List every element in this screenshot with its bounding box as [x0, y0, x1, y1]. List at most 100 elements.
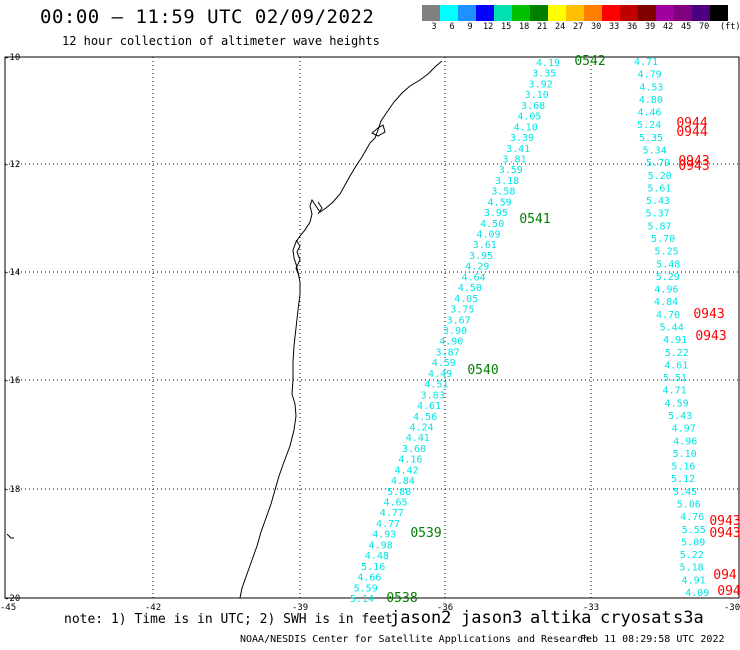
- swh-value: 3.60: [402, 444, 426, 455]
- pass-time-labels: 0542054105400539053809440944094309430943…: [386, 54, 740, 606]
- swh-value: 5.51: [663, 373, 687, 384]
- coastline: [239, 60, 443, 599]
- swh-value: 3.95: [484, 208, 508, 219]
- swh-value: 4.59: [665, 398, 689, 409]
- color-level-label: 45: [681, 22, 692, 32]
- color-level-label: 15: [501, 22, 512, 32]
- swh-value: 4.19: [536, 58, 560, 69]
- cryosat-track: 4.71 4.794.53 4.80 4.465.24 5.35 5.345.79 5.20…: [634, 57, 709, 599]
- swh-value: 3.81: [502, 155, 526, 166]
- map-subtitle: 12 hour collection of altimeter wave hei…: [62, 34, 380, 48]
- color-level-label: 36: [627, 22, 638, 32]
- swh-value: 5.24: [637, 120, 661, 131]
- swh-value: 5.12: [671, 474, 695, 485]
- color-level-label: 70: [699, 22, 710, 32]
- swh-value: 3.95: [469, 251, 493, 262]
- color-swatch: [620, 5, 638, 21]
- color-swatch: [656, 5, 674, 21]
- swh-value: 4.91: [663, 335, 687, 346]
- lon-label: -33: [583, 603, 599, 613]
- cryosat-pass-time: 0943: [709, 514, 740, 529]
- swh-value: 4.98: [369, 540, 393, 551]
- cryosat-pass-time: 0943: [709, 526, 740, 541]
- legend-s3a: s3a: [673, 608, 704, 628]
- jason3-pass-time: 0541: [519, 212, 550, 227]
- cryosat-pass-time: 0943: [678, 154, 709, 169]
- swh-value: 4.93: [372, 530, 396, 541]
- swh-value: 4.91: [682, 575, 706, 586]
- swh-value: 4.10: [514, 122, 538, 133]
- swh-value: 3.39: [510, 133, 534, 144]
- swh-value: 4.16: [398, 455, 422, 466]
- swh-value: 4.90: [439, 337, 463, 348]
- swh-value: 3.61: [473, 240, 497, 251]
- swh-value: 4.53: [639, 82, 663, 93]
- cryosat-pass-time: 0943: [678, 159, 709, 174]
- jason3-pass-time: 0540: [467, 363, 498, 378]
- swh-value: 4.77: [380, 508, 404, 519]
- color-level-label: 42: [663, 22, 674, 32]
- lat-label: -14: [4, 268, 20, 278]
- swh-value: 5.22: [680, 550, 704, 561]
- lon-label: -36: [437, 603, 453, 613]
- color-swatch: [638, 5, 656, 21]
- color-swatch: [548, 5, 566, 21]
- swh-value: 4.70: [656, 310, 680, 321]
- generated-timestamp: Feb 11 08:29:58 UTC 2022: [580, 634, 725, 645]
- swh-value: 4.49: [428, 369, 452, 380]
- color-unit-label: (ft): [720, 22, 740, 32]
- swh-value: 5.45: [673, 487, 697, 498]
- lon-label: -42: [145, 603, 161, 613]
- swh-value: 5.43: [668, 411, 692, 422]
- legend-altika: altika: [530, 608, 592, 628]
- swh-value: 5.06: [677, 500, 701, 511]
- footnote: note: 1) Time is in UTC; 2) SWH is in fe…: [64, 612, 393, 627]
- swh-value: 4.76: [680, 512, 704, 523]
- swh-value: 4.24: [409, 423, 433, 434]
- map-title: 00:00 – 11:59 UTC 02/09/2022: [40, 6, 375, 28]
- color-level-label: 21: [537, 22, 548, 32]
- swh-value: 3.58: [491, 187, 515, 198]
- swh-value: 3.35: [532, 69, 556, 80]
- swh-value: 4.42: [395, 465, 419, 476]
- lat-label: -16: [4, 376, 20, 386]
- swh-value: 5.87: [647, 221, 671, 232]
- cryosat-pass-time: 094: [717, 584, 740, 599]
- cryosat-pass-time: 0944: [676, 125, 707, 140]
- lat-label: -10: [4, 53, 20, 63]
- lat-label: -18: [4, 485, 20, 495]
- color-level-label: 12: [483, 22, 494, 32]
- swh-value: 4.77: [376, 519, 400, 530]
- color-swatch: [458, 5, 476, 21]
- color-level-label: 9: [467, 22, 473, 32]
- swh-value: 4.97: [672, 424, 696, 435]
- swh-value: 3.18: [495, 176, 519, 187]
- swh-value: 5.16: [361, 562, 385, 573]
- swh-value: 4.65: [383, 498, 407, 509]
- swh-value: 3.67: [447, 315, 471, 326]
- swh-value: 5.18: [680, 563, 704, 574]
- swh-value: 4.05: [517, 112, 541, 123]
- axis-labels: -10 -12 -14 -16 -18 -20-45 -42 -39 -36 -33 -30: [0, 53, 740, 613]
- swh-value: 5.34: [643, 146, 667, 157]
- swh-value: 5.70: [651, 234, 675, 245]
- color-swatch: [692, 5, 710, 21]
- color-scale-legend: [422, 5, 728, 21]
- swh-value: 5.43: [646, 196, 670, 207]
- color-level-label: 3: [431, 22, 437, 32]
- swh-value: 4.61: [417, 401, 441, 412]
- color-swatch: [512, 5, 530, 21]
- swh-value: 4.09: [476, 230, 500, 241]
- swh-value: 5.10: [673, 449, 697, 460]
- swh-value: 5.20: [648, 171, 672, 182]
- swh-value: 4.71: [663, 386, 687, 397]
- color-level-label: 6: [449, 22, 455, 32]
- swh-value: 3.41: [506, 144, 530, 155]
- legend-jason3: jason3: [461, 608, 523, 628]
- swh-value: 3.68: [521, 101, 545, 112]
- coastline-islands: [295, 201, 323, 277]
- swh-value: 3.59: [499, 165, 523, 176]
- coastline-bay: [371, 124, 386, 137]
- cryosat-pass-time: 0943: [695, 329, 726, 344]
- swh-value: 5.09: [681, 537, 705, 548]
